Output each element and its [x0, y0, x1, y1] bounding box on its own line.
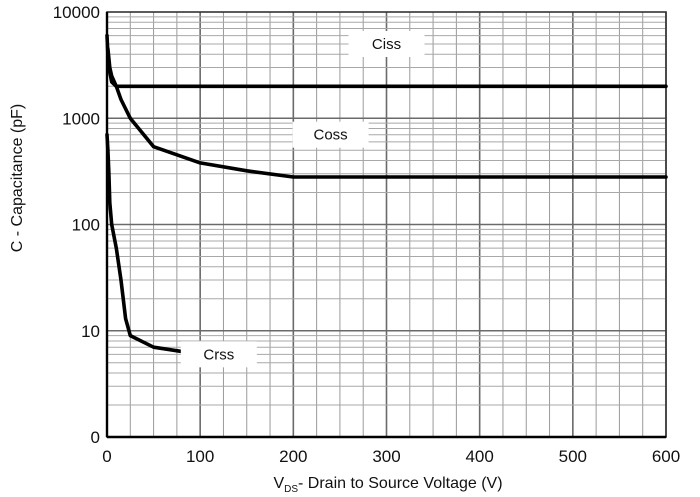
x-tick-label: 300	[372, 447, 400, 466]
series-lines	[105, 33, 668, 357]
y-tick-label: 10	[81, 322, 100, 341]
x-axis-label-main: V	[273, 475, 284, 492]
series-line-coss	[106, 46, 668, 179]
x-tick-label: 200	[279, 447, 307, 466]
series-label-crss: Crss	[203, 346, 234, 363]
series-label-box-crss	[180, 341, 257, 368]
x-axis-label-rest: - Drain to Source Voltage (V)	[298, 475, 503, 492]
series-label-ciss: Ciss	[372, 36, 401, 53]
x-axis-label-subscript: DS	[284, 484, 298, 495]
x-axis-label: VDS- Drain to Source Voltage (V)	[273, 475, 502, 495]
tick-labels: 0 100 200 300 400 500 600 0 10 100 1000 10000	[53, 3, 680, 466]
series-line-crss	[105, 132, 202, 357]
series-labels: Ciss Coss Crss	[180, 30, 425, 368]
x-tick-label: 0	[102, 447, 111, 466]
series-label-box-ciss	[348, 30, 425, 57]
plot-frame	[105, 11, 667, 439]
y-tick-label: 100	[72, 216, 100, 235]
x-tick-label: 400	[465, 447, 493, 466]
grid-lines	[106, 12, 667, 438]
x-tick-label: 500	[559, 447, 587, 466]
y-tick-label: 1000	[62, 109, 100, 128]
x-tick-label: 600	[652, 447, 680, 466]
x-tick-label: 100	[186, 447, 214, 466]
y-tick-label: 0	[91, 428, 100, 447]
y-tick-label: 10000	[53, 3, 100, 22]
y-axis-label: C - Capacitance (pF)	[9, 104, 26, 253]
series-label-box-coss	[292, 121, 369, 148]
series-label-coss: Coss	[314, 127, 348, 144]
